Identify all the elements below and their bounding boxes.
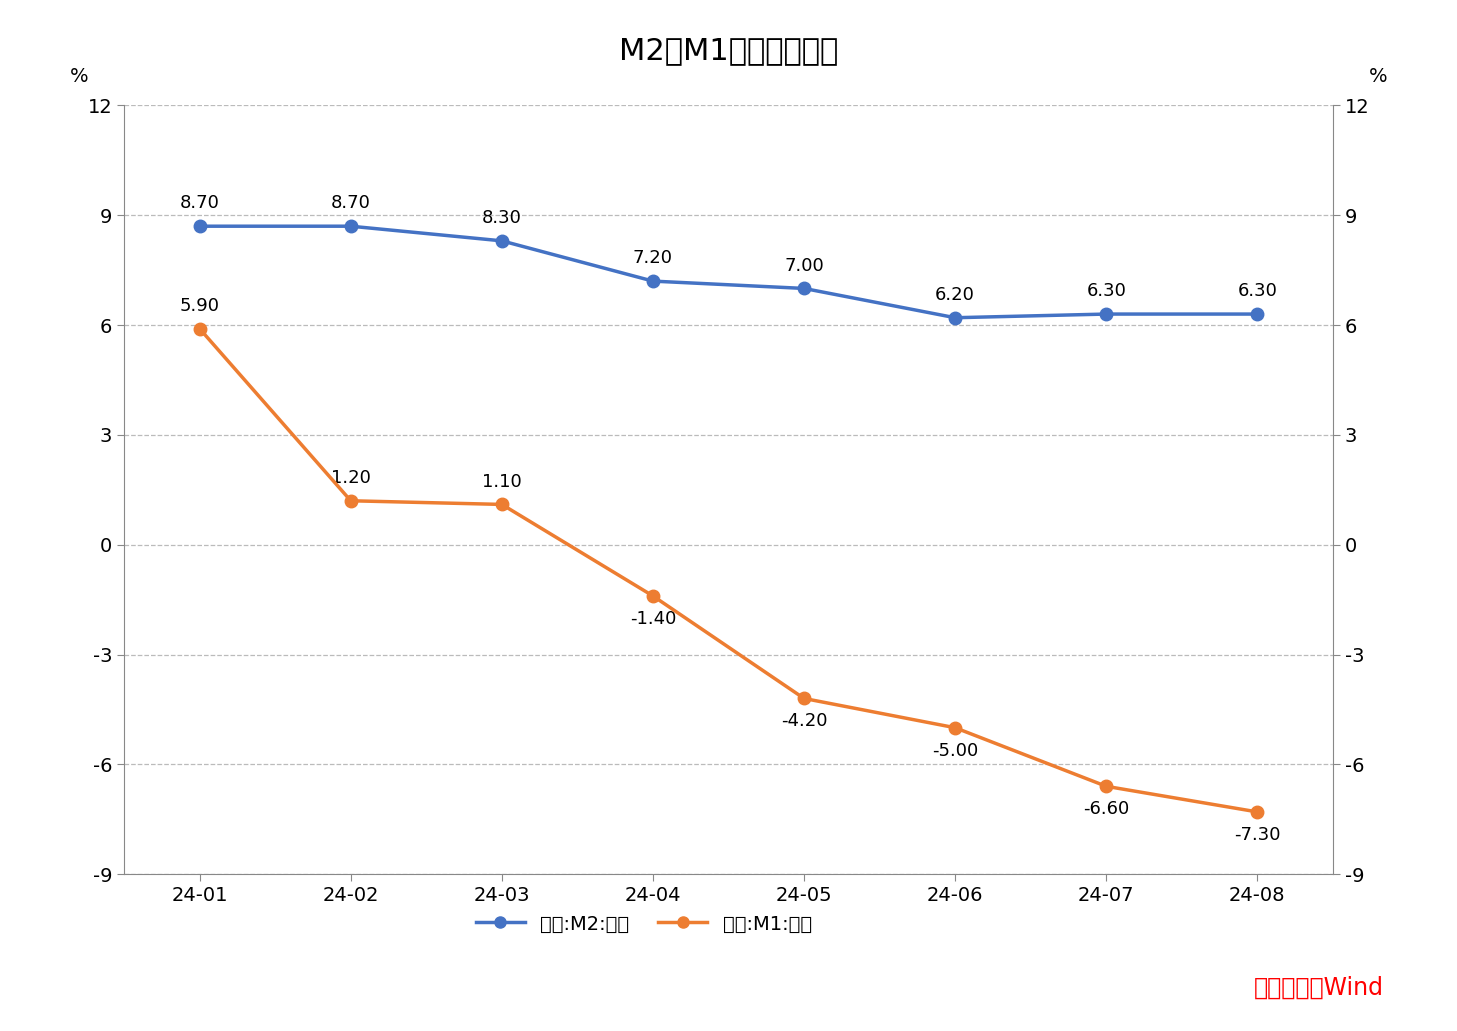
Text: 5.90: 5.90 [179, 297, 220, 314]
中国:M2:同比 [492, 235, 510, 247]
中国:M2:同比 [1249, 308, 1266, 321]
Text: %: % [1368, 67, 1387, 87]
中国:M1:同比 [492, 498, 510, 510]
Text: -4.20: -4.20 [781, 712, 828, 730]
中国:M1:同比 [1097, 780, 1115, 793]
Text: -6.60: -6.60 [1083, 800, 1129, 819]
中国:M1:同比 [644, 590, 661, 602]
Text: 8.70: 8.70 [331, 194, 370, 212]
Text: -5.00: -5.00 [932, 741, 978, 760]
Text: 6.30: 6.30 [1237, 282, 1278, 300]
Text: M2和M1同比增速情况: M2和M1同比增速情况 [619, 36, 838, 65]
中国:M2:同比 [796, 282, 813, 295]
中国:M2:同比 [947, 311, 965, 324]
中国:M1:同比 [1249, 806, 1266, 819]
中国:M1:同比 [947, 722, 965, 734]
Legend: 中国:M2:同比, 中国:M1:同比: 中国:M2:同比, 中国:M1:同比 [468, 906, 819, 941]
中国:M1:同比 [796, 692, 813, 704]
Text: 7.20: 7.20 [632, 250, 673, 267]
Line: 中国:M1:同比: 中国:M1:同比 [194, 323, 1263, 819]
中国:M1:同比 [342, 495, 360, 507]
中国:M2:同比 [342, 220, 360, 232]
Text: %: % [70, 67, 89, 87]
Text: -1.40: -1.40 [629, 610, 676, 628]
Text: 7.00: 7.00 [784, 257, 823, 274]
中国:M2:同比 [644, 275, 661, 288]
Text: 1.10: 1.10 [482, 472, 522, 491]
Line: 中国:M2:同比: 中国:M2:同比 [194, 220, 1263, 324]
Text: 6.20: 6.20 [935, 286, 975, 304]
Text: 8.30: 8.30 [482, 209, 522, 227]
Text: 8.70: 8.70 [179, 194, 220, 212]
Text: 1.20: 1.20 [331, 469, 370, 487]
中国:M1:同比 [191, 323, 208, 335]
Text: -7.30: -7.30 [1234, 826, 1281, 843]
Text: 6.30: 6.30 [1087, 282, 1126, 300]
Text: 数据来源：Wind: 数据来源：Wind [1254, 976, 1384, 1000]
中国:M2:同比 [1097, 308, 1115, 321]
中国:M2:同比 [191, 220, 208, 232]
